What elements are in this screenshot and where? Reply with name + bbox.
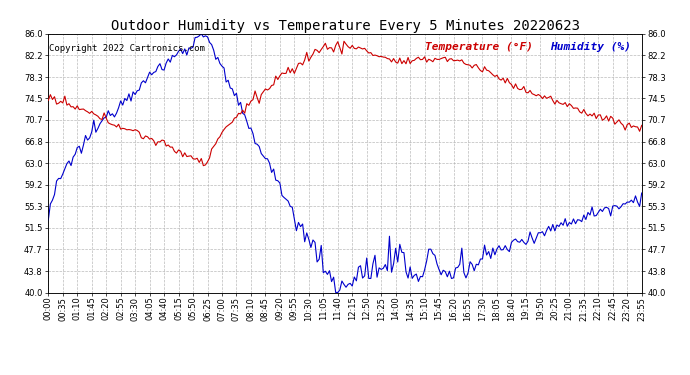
Title: Outdoor Humidity vs Temperature Every 5 Minutes 20220623: Outdoor Humidity vs Temperature Every 5 … xyxy=(110,19,580,33)
Text: Temperature (°F): Temperature (°F) xyxy=(425,42,533,51)
Text: Copyright 2022 Cartronics.com: Copyright 2022 Cartronics.com xyxy=(50,44,206,53)
Text: Humidity (%): Humidity (%) xyxy=(550,42,631,51)
